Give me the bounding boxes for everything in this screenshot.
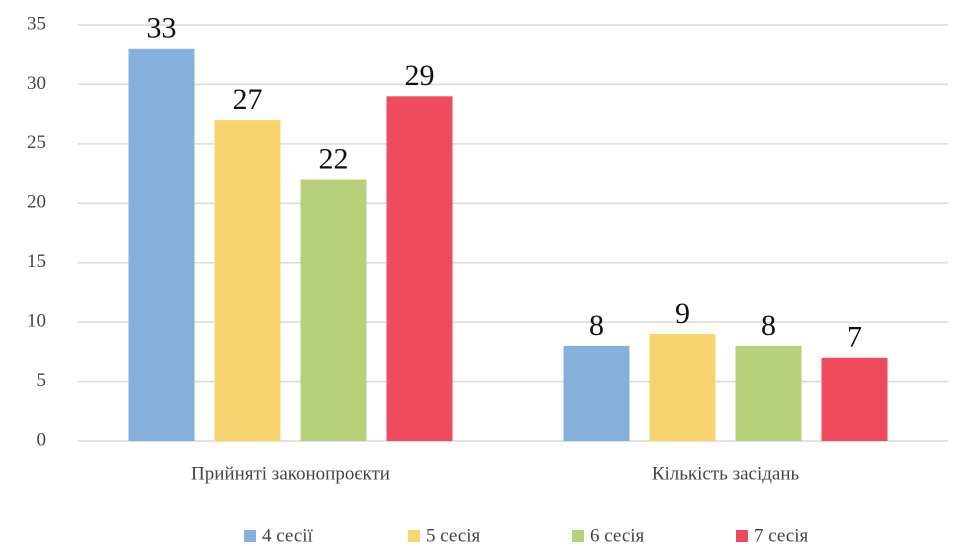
y-tick-label: 35 bbox=[27, 13, 46, 34]
legend-label: 7 сесія bbox=[754, 525, 809, 546]
data-label: 22 bbox=[319, 142, 349, 175]
data-label: 9 bbox=[675, 297, 690, 330]
x-tick-label: Кількість засідань bbox=[652, 463, 800, 484]
legend-swatch bbox=[736, 530, 748, 542]
y-tick-label: 15 bbox=[27, 251, 46, 272]
bar bbox=[386, 96, 453, 442]
data-label: 8 bbox=[761, 309, 776, 342]
data-label: 8 bbox=[589, 309, 604, 342]
legend-swatch bbox=[572, 530, 584, 542]
bar bbox=[563, 345, 630, 441]
data-label: 7 bbox=[847, 321, 862, 354]
y-tick-label: 0 bbox=[37, 429, 47, 450]
legend-swatch bbox=[244, 530, 256, 542]
y-tick-label: 10 bbox=[27, 311, 46, 332]
y-tick-label: 25 bbox=[27, 132, 46, 153]
bar bbox=[128, 48, 195, 442]
data-label: 33 bbox=[147, 12, 177, 45]
x-tick-label: Прийняті законопроєкти bbox=[191, 463, 390, 484]
legend-label: 6 сесія bbox=[590, 525, 645, 546]
y-tick-label: 20 bbox=[27, 192, 46, 213]
data-label: 29 bbox=[405, 59, 435, 92]
bar bbox=[300, 179, 367, 441]
y-tick-label: 30 bbox=[27, 73, 46, 94]
bar bbox=[735, 345, 802, 441]
bar bbox=[649, 334, 716, 441]
y-tick-label: 5 bbox=[37, 370, 47, 391]
legend-swatch bbox=[408, 530, 420, 542]
bar bbox=[821, 357, 888, 441]
legend-label: 5 сесія bbox=[426, 525, 481, 546]
data-label: 27 bbox=[233, 83, 263, 116]
legend-label: 4 сесії bbox=[262, 525, 314, 546]
bar bbox=[214, 120, 281, 441]
